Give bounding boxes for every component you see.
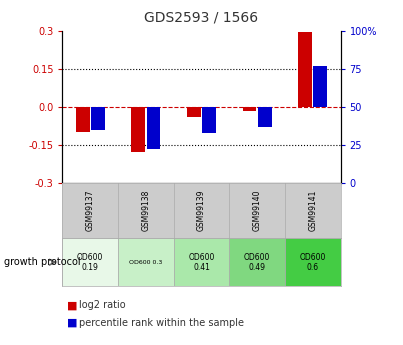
Bar [76,107,89,132]
Text: GSM99140: GSM99140 [253,190,262,231]
Text: GSM99138: GSM99138 [141,190,150,231]
Bar [314,66,327,107]
Bar [298,32,312,107]
Text: OD600
0.6: OD600 0.6 [299,253,326,272]
Text: GSM99141: GSM99141 [308,190,317,231]
Bar [285,238,341,286]
Text: OD600 0.3: OD600 0.3 [129,260,162,265]
Text: OD600
0.41: OD600 0.41 [188,253,215,272]
Text: GDS2593 / 1566: GDS2593 / 1566 [144,10,259,24]
Bar [174,238,229,286]
Text: log2 ratio: log2 ratio [79,300,125,310]
Bar [91,107,105,130]
Bar [202,107,216,133]
Bar [62,238,118,286]
Bar [229,238,285,286]
Text: OD600
0.49: OD600 0.49 [244,253,270,272]
Bar [147,107,160,149]
Text: ■: ■ [66,318,77,327]
Bar [243,107,256,111]
Bar [118,238,174,286]
Text: GSM99137: GSM99137 [86,190,95,231]
Text: growth protocol: growth protocol [4,257,81,267]
Text: ■: ■ [66,300,77,310]
Text: percentile rank within the sample: percentile rank within the sample [79,318,243,327]
Bar [187,107,201,117]
Text: OD600
0.19: OD600 0.19 [77,253,104,272]
Bar [131,107,145,152]
Bar [258,107,272,127]
Text: GSM99139: GSM99139 [197,190,206,231]
